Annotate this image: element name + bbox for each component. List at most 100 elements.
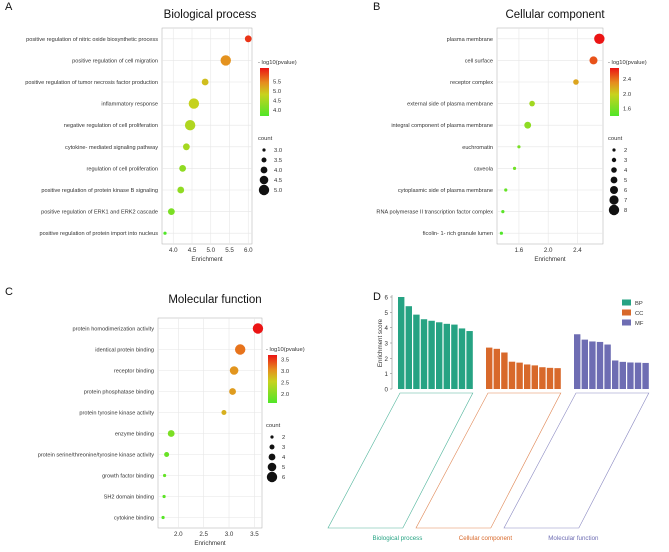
size-tick-label: 4.0 [274, 168, 282, 174]
x-tick-label: 1.6 [515, 247, 524, 254]
data-point [161, 515, 165, 520]
plot-area [161, 27, 253, 245]
bar [581, 339, 588, 389]
y-tick-label: 6 [385, 295, 389, 302]
bar [546, 367, 554, 389]
size-tick-label: 7 [624, 198, 627, 204]
x-axis-title: Enrichment [191, 256, 223, 263]
color-tick-label: 2.4 [623, 77, 632, 83]
plot-area [157, 317, 263, 529]
size-tick-label: 4 [624, 168, 628, 174]
term-label: SH2 domain binding [104, 495, 154, 501]
color-legend-title: - log10(pvalue) [266, 347, 305, 353]
term-label: positive regulation of tumor necrosis fa… [25, 80, 158, 86]
term-label: cytoplasmic side of plasma membrane [398, 188, 493, 194]
term-label: cytokine binding [114, 516, 154, 522]
color-tick-label: 2.0 [623, 92, 631, 98]
term-label: positive regulation of ERK1 and ERK2 cas… [41, 210, 158, 216]
panel-label: D [373, 291, 381, 303]
size-tick-label: 3.5 [274, 158, 282, 164]
bar [627, 362, 634, 389]
x-axis-title: Enrichment [194, 540, 226, 547]
size-tick-label: 8 [624, 208, 627, 214]
term-label: receptor complex [450, 80, 493, 86]
legend-label: CC [635, 311, 643, 317]
term-label: integral component of plasma membrane [391, 123, 493, 129]
size-tick-label: 6 [624, 188, 627, 194]
size-legend-dot [608, 204, 620, 216]
size-legend-dot [270, 435, 274, 439]
data-point [188, 98, 200, 109]
color-bar [610, 68, 619, 116]
legend-swatch [622, 319, 631, 326]
bar [420, 319, 428, 389]
data-point [512, 166, 517, 170]
data-point [179, 165, 187, 172]
term-label: positive regulation of cell migration [72, 58, 158, 64]
x-tick-label: 4.5 [188, 247, 197, 254]
size-tick-label: 5 [624, 178, 627, 184]
term-label: caveola [474, 166, 494, 172]
group-outline [327, 392, 474, 529]
group-label: Biological process [372, 535, 422, 542]
size-legend-title: count [266, 423, 281, 429]
legend-swatch [622, 299, 631, 306]
legend-swatch [622, 309, 631, 316]
x-tick-label: 3.0 [225, 531, 234, 538]
size-legend-dot [261, 157, 267, 163]
group-outline [503, 392, 650, 529]
color-tick-label: 2.0 [281, 392, 289, 398]
term-label: enzyme binding [115, 432, 154, 438]
data-point [162, 473, 167, 478]
bar [486, 347, 493, 389]
data-point [167, 430, 175, 437]
panel-title: Molecular function [168, 294, 261, 306]
size-legend-title: count [258, 136, 273, 142]
size-legend-dot [610, 186, 618, 194]
x-tick-label: 5.5 [225, 247, 234, 254]
color-tick-label: 4.0 [273, 108, 281, 114]
size-legend-dot [268, 453, 276, 461]
data-point [184, 120, 196, 131]
x-tick-label: 2.5 [199, 531, 208, 538]
bar [428, 320, 435, 389]
data-point [220, 55, 231, 66]
term-label: external side of plasma membrane [407, 102, 493, 108]
size-tick-label: 6 [282, 475, 285, 481]
x-tick-label: 3.5 [250, 531, 259, 538]
panel-title: Cellular component [505, 9, 605, 21]
bar [493, 348, 500, 389]
size-tick-label: 3 [282, 445, 285, 451]
bar [524, 364, 531, 389]
data-point [221, 410, 227, 415]
y-tick-label: 5 [385, 310, 389, 317]
bar [516, 362, 523, 389]
y-tick-label: 3 [385, 341, 389, 348]
size-legend-dot [267, 462, 277, 472]
x-tick-label: 6.0 [244, 247, 253, 254]
color-tick-label: 4.5 [273, 99, 281, 105]
data-point [201, 78, 209, 86]
data-point [182, 143, 190, 151]
size-legend-dot [266, 471, 278, 483]
size-legend-title: count [608, 136, 623, 142]
term-label: identical protein binding [95, 348, 154, 354]
color-tick-label: 5.5 [273, 79, 281, 85]
panel-c: C Molecular function 2.0 2.5 3.0 3.5 protein h… [5, 286, 305, 547]
term-label: protein serine/threonine/tyrosine kinase… [38, 453, 154, 459]
size-tick-label: 4.5 [274, 178, 282, 184]
panel-b: B Cellular component 1.6 2.0 2.4 plasma membr… [373, 1, 647, 263]
size-legend-dot [611, 157, 617, 163]
bar [596, 341, 604, 389]
panel-title: Biological process [164, 9, 257, 21]
bar [508, 361, 516, 389]
term-label: positive regulation of protein import in… [40, 231, 159, 237]
color-tick-label: 5.0 [273, 89, 281, 95]
data-point [177, 186, 185, 194]
size-legend-dot [609, 195, 619, 205]
size-legend-dot [259, 175, 269, 185]
x-tick-label: 4.0 [169, 247, 178, 254]
data-point [234, 344, 246, 355]
color-bar [260, 68, 269, 116]
bar [458, 328, 466, 389]
